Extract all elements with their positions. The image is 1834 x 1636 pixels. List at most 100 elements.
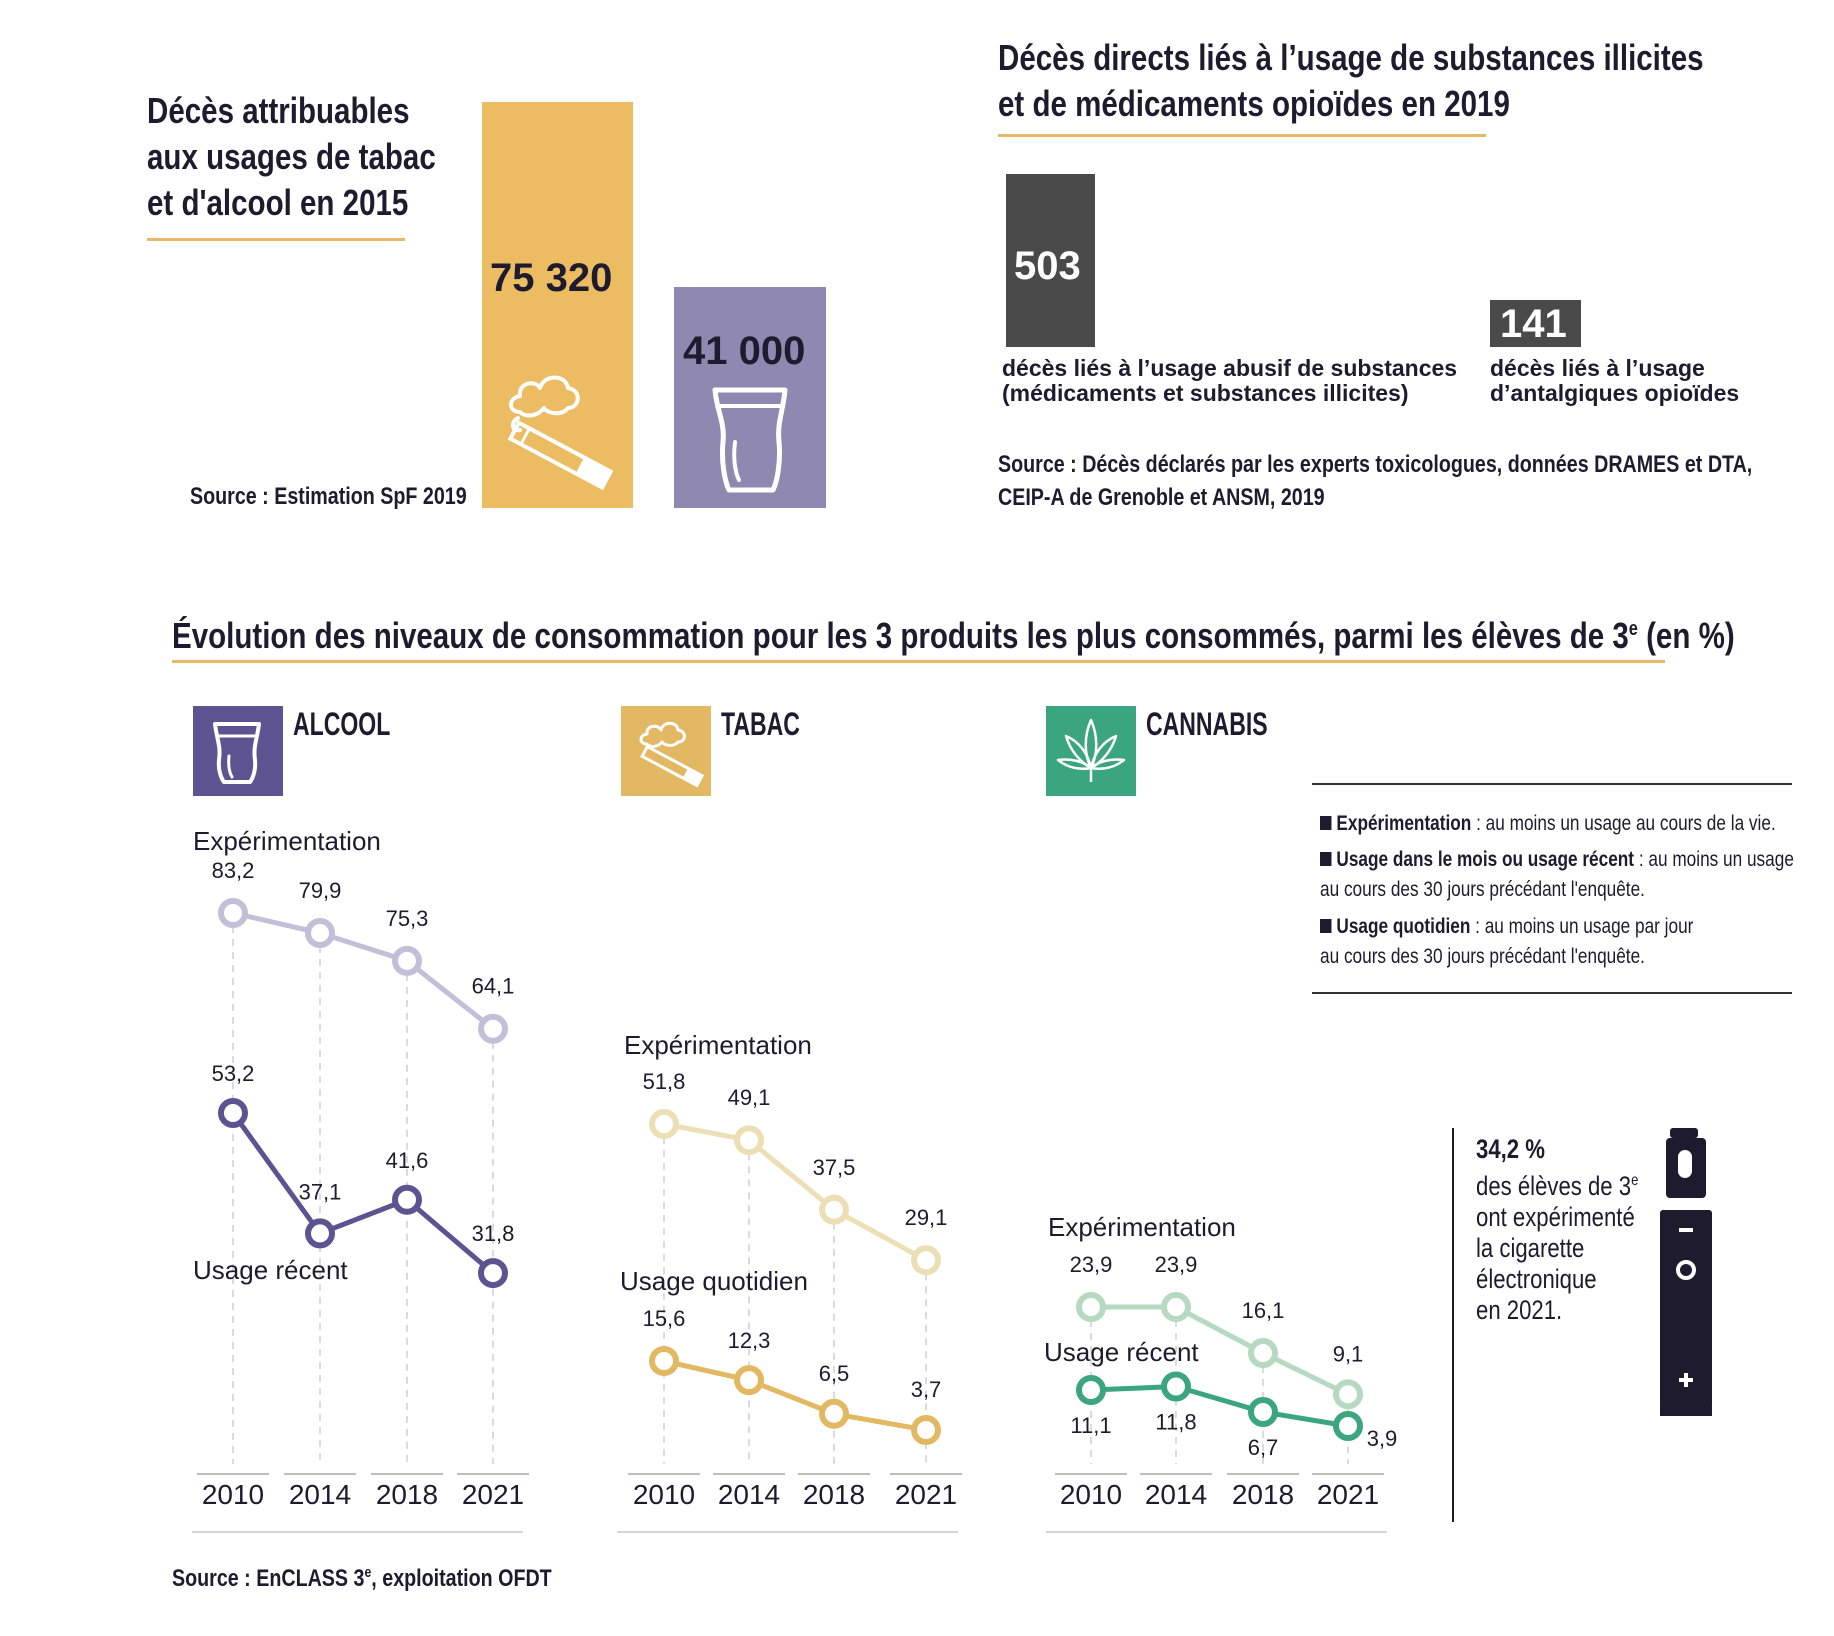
cannabis-data-label: 6,7 xyxy=(1248,1435,1279,1460)
ecig-line: des élèves de 3 xyxy=(1476,1171,1632,1201)
legend-item: Expérimentation : au moins un usage au c… xyxy=(1320,809,1776,839)
ecig-line: ont expérimenté xyxy=(1476,1202,1635,1232)
tabac-data-point xyxy=(819,1398,849,1429)
cannabis-data-label: 11,1 xyxy=(1070,1413,1111,1438)
cannabis-data-point xyxy=(1333,1379,1363,1410)
drugs-desc-2: décès liés à l’usage d’antalgiques opioï… xyxy=(1490,356,1739,406)
ecig-text: 34,2 % des élèves de 3e ont expérimenté … xyxy=(1476,1134,1638,1326)
cannabis-data-label: 23,9 xyxy=(1155,1252,1198,1277)
tabac-data-label: 15,6 xyxy=(643,1306,686,1331)
cannabis-data-label: 9,1 xyxy=(1333,1341,1364,1366)
alcool-data-label: 64,1 xyxy=(472,974,515,999)
tabac-alcool-title: Décès attribuables aux usages de tabac e… xyxy=(147,88,436,226)
ecig-line: électronique xyxy=(1476,1264,1597,1294)
evolution-source-sup: e xyxy=(364,1564,372,1581)
ecig-divider xyxy=(1452,1128,1454,1522)
cannabis-series-name: Usage récent xyxy=(1044,1337,1199,1367)
ecig-line: en 2021. xyxy=(1476,1295,1563,1325)
bar-drugs-503-value: 503 xyxy=(1014,244,1081,288)
legend-term: Usage quotidien xyxy=(1336,915,1471,938)
cannabis-data-point xyxy=(1076,1292,1106,1322)
cannabis-data-label: 11,8 xyxy=(1155,1410,1196,1435)
tabac-data-point xyxy=(649,1346,679,1376)
tabac-icon-box xyxy=(621,706,711,796)
drugs-desc-1-line: (médicaments et substances illicites) xyxy=(1002,380,1409,406)
drugs-source-line: CEIP-A de Grenoble et ANSM, 2019 xyxy=(998,484,1325,511)
evolution-title-sup: e xyxy=(1628,618,1638,640)
cannabis-data-point xyxy=(1076,1375,1106,1405)
alcool-data-point xyxy=(392,945,422,976)
tabac-data-label: 6,5 xyxy=(819,1361,850,1386)
tabac-data-label: 49,1 xyxy=(728,1085,771,1110)
drugs-desc-1-line: décès liés à l’usage abusif de substance… xyxy=(1002,355,1458,381)
legend-def: : au moins un usage au cours de la vie. xyxy=(1471,812,1776,835)
x-tick-label: 2010 xyxy=(202,1479,264,1510)
tabac-data-label: 12,3 xyxy=(728,1328,771,1353)
cigarette-icon xyxy=(507,375,614,490)
cannabis-data-point xyxy=(1248,1338,1278,1369)
bar-drugs-141-value: 141 xyxy=(1500,302,1567,346)
tabac-data-label: 37,5 xyxy=(813,1155,856,1180)
alcool-series-line xyxy=(232,910,495,1031)
tabac-data-label: 3,7 xyxy=(911,1377,942,1402)
x-tick-label: 2018 xyxy=(803,1479,865,1510)
beer-glass-icon xyxy=(213,722,261,784)
evolution-source-text: Source : EnCLASS 3 xyxy=(172,1565,365,1592)
evolution-title-rule xyxy=(172,660,1665,663)
legend-def-line2: au cours des 30 jours précédant l'enquêt… xyxy=(1320,878,1645,901)
tabac-series-line xyxy=(663,1358,927,1433)
alcool-data-point xyxy=(478,1013,508,1044)
tabac-data-point xyxy=(819,1194,849,1225)
cannabis-data-point xyxy=(1161,1292,1191,1322)
drugs-desc-2-line: d’antalgiques opioïdes xyxy=(1490,380,1740,406)
x-tick-label: 2021 xyxy=(462,1479,524,1510)
drugs-title-rule xyxy=(998,134,1486,137)
cannabis-data-point xyxy=(1333,1411,1363,1441)
tabac-alcool-title-rule xyxy=(147,238,405,241)
x-tick-label: 2018 xyxy=(376,1479,438,1510)
alcool-data-label: 53,2 xyxy=(212,1061,255,1086)
ecig-line: la cigarette xyxy=(1476,1233,1585,1263)
x-tick-label: 2021 xyxy=(895,1479,957,1510)
bar-alcool xyxy=(674,287,826,508)
ecig-sup: e xyxy=(1631,1172,1639,1189)
legend-square xyxy=(1320,816,1332,830)
tabac-data-point xyxy=(734,1125,764,1156)
legend-square xyxy=(1320,919,1332,933)
alcool-series-line xyxy=(230,1111,495,1275)
legend-term: Usage dans le mois ou usage récent xyxy=(1336,848,1635,871)
evolution-title: Évolution des niveaux de consommation po… xyxy=(172,606,1735,659)
legend-item: Usage dans le mois ou usage récent : au … xyxy=(1320,845,1794,905)
definitions-legend: Expérimentation : au moins un usage au c… xyxy=(1312,783,1794,994)
alcool-data-label: 31,8 xyxy=(472,1221,515,1246)
x-tick-label: 2014 xyxy=(718,1479,780,1510)
cannabis-series-name: Expérimentation xyxy=(1048,1212,1236,1242)
alcool-data-label: 37,1 xyxy=(299,1179,342,1204)
x-tick-label: 2014 xyxy=(1145,1479,1207,1510)
legend-item: Usage quotidien : au moins un usage par … xyxy=(1320,912,1693,972)
drugs-title-line: et de médicaments opioïdes en 2019 xyxy=(998,83,1510,124)
cigarette-icon xyxy=(639,721,705,788)
legend-def-line2: au cours des 30 jours précédant l'enquêt… xyxy=(1320,945,1645,968)
ecig-value: 34,2 % xyxy=(1476,1134,1545,1164)
bar-drugs-141 xyxy=(1490,300,1581,347)
x-tick-label: 2014 xyxy=(289,1479,351,1510)
evolution-source: Source : EnCLASS 3e, exploitation OFDT xyxy=(172,1564,552,1593)
tabac-data-label: 51,8 xyxy=(643,1069,686,1094)
alcool-icon-box xyxy=(193,706,283,796)
evolution-source-end: , exploitation OFDT xyxy=(371,1565,552,1592)
x-tick-label: 2010 xyxy=(1060,1479,1122,1510)
alcool-data-label: 79,9 xyxy=(299,878,342,903)
alcool-data-label: 83,2 xyxy=(212,858,255,883)
legend-square xyxy=(1320,852,1332,866)
cannabis-data-point xyxy=(1248,1397,1278,1427)
e-cigarette-icon xyxy=(1660,1128,1712,1416)
drugs-source-line: Source : Décès déclarés par les experts … xyxy=(998,451,1753,478)
bar-tabac xyxy=(482,102,633,508)
tabac-data-point xyxy=(911,1415,941,1446)
tabac-title: TABAC xyxy=(721,706,800,742)
cannabis-series-line xyxy=(1091,1304,1350,1397)
alcool-title: ALCOOL xyxy=(293,706,391,742)
bar-alcool-value: 41 000 xyxy=(683,329,806,373)
